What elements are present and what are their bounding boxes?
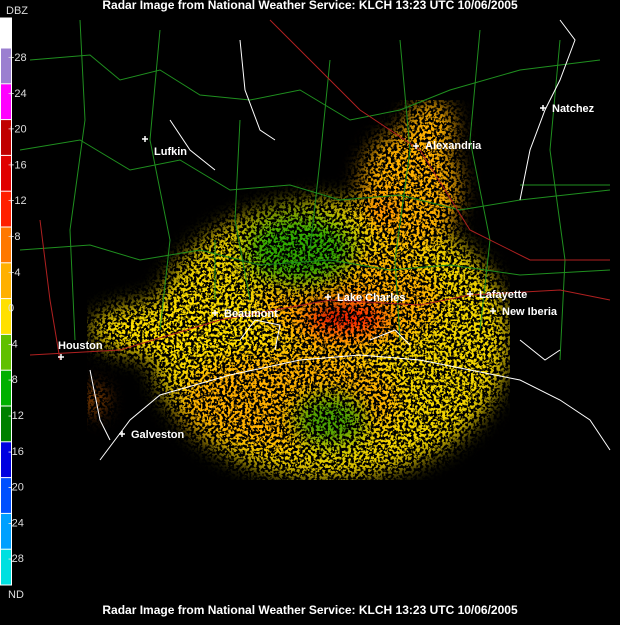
scale-band (0, 549, 12, 585)
footer-title: Radar Image from National Weather Servic… (102, 603, 518, 617)
dbz-scale: +28+24+20+16+12+8+40-4-8-12-16-20-24-28N… (0, 17, 27, 601)
coastline (89, 19, 611, 461)
city-marker (212, 310, 218, 316)
scale-label: -28 (8, 553, 24, 565)
city-label: Beaumont (224, 308, 278, 320)
cities: Natchez Alexandria Lufkin Lake Charles L… (58, 103, 595, 441)
city-marker (540, 105, 546, 111)
scale-band (0, 298, 12, 335)
scale-label: -4 (8, 338, 18, 350)
scale-label: -12 (8, 410, 24, 422)
scale-label: -20 (8, 482, 24, 494)
scale-label: +4 (8, 267, 21, 279)
city-label: Natchez (552, 103, 595, 115)
scale-band (0, 155, 12, 192)
city-marker (142, 136, 148, 142)
scale-band (0, 227, 12, 263)
scale-label: +28 (8, 52, 27, 64)
city-marker (467, 291, 473, 297)
highways (29, 19, 611, 361)
scale-outline (0, 17, 12, 586)
city-marker (325, 294, 331, 300)
city-label: Lake Charles (337, 292, 405, 304)
scale-top (0, 18, 12, 48)
scale-band (0, 334, 12, 371)
scale-label: +12 (8, 195, 27, 207)
city-label: Lafayette (479, 289, 527, 301)
city-label: Alexandria (425, 140, 482, 152)
city-label: Lufkin (154, 146, 187, 158)
scale-band (0, 119, 12, 156)
city-marker (58, 354, 64, 360)
header-title: Radar Image from National Weather Servic… (102, 0, 518, 12)
city-label: Galveston (131, 429, 184, 441)
scale-band (0, 477, 12, 514)
scale-band (0, 513, 12, 550)
scale-band (0, 262, 12, 299)
scale-label: +24 (8, 88, 27, 100)
scale-band (0, 83, 12, 120)
scale-label: +16 (8, 159, 27, 171)
city-label: New Iberia (502, 306, 558, 318)
city-label: Houston (58, 340, 103, 352)
scale-label: -16 (8, 446, 24, 458)
scale-label: +20 (8, 124, 27, 136)
scale-band (0, 406, 12, 442)
scale-label: ND (8, 589, 24, 601)
scale-band (0, 370, 12, 406)
city-marker (490, 308, 496, 314)
radar-echoes (87, 100, 510, 480)
city-marker (413, 143, 419, 149)
scale-label: -24 (8, 517, 24, 529)
scale-band (0, 191, 12, 227)
scale-unit: DBZ (6, 5, 28, 17)
scale-label: +8 (8, 231, 21, 243)
scale-label: -8 (8, 374, 18, 386)
scale-band (0, 48, 12, 84)
scale-band (0, 441, 12, 478)
city-marker (119, 431, 125, 437)
county-borders (19, 19, 611, 361)
